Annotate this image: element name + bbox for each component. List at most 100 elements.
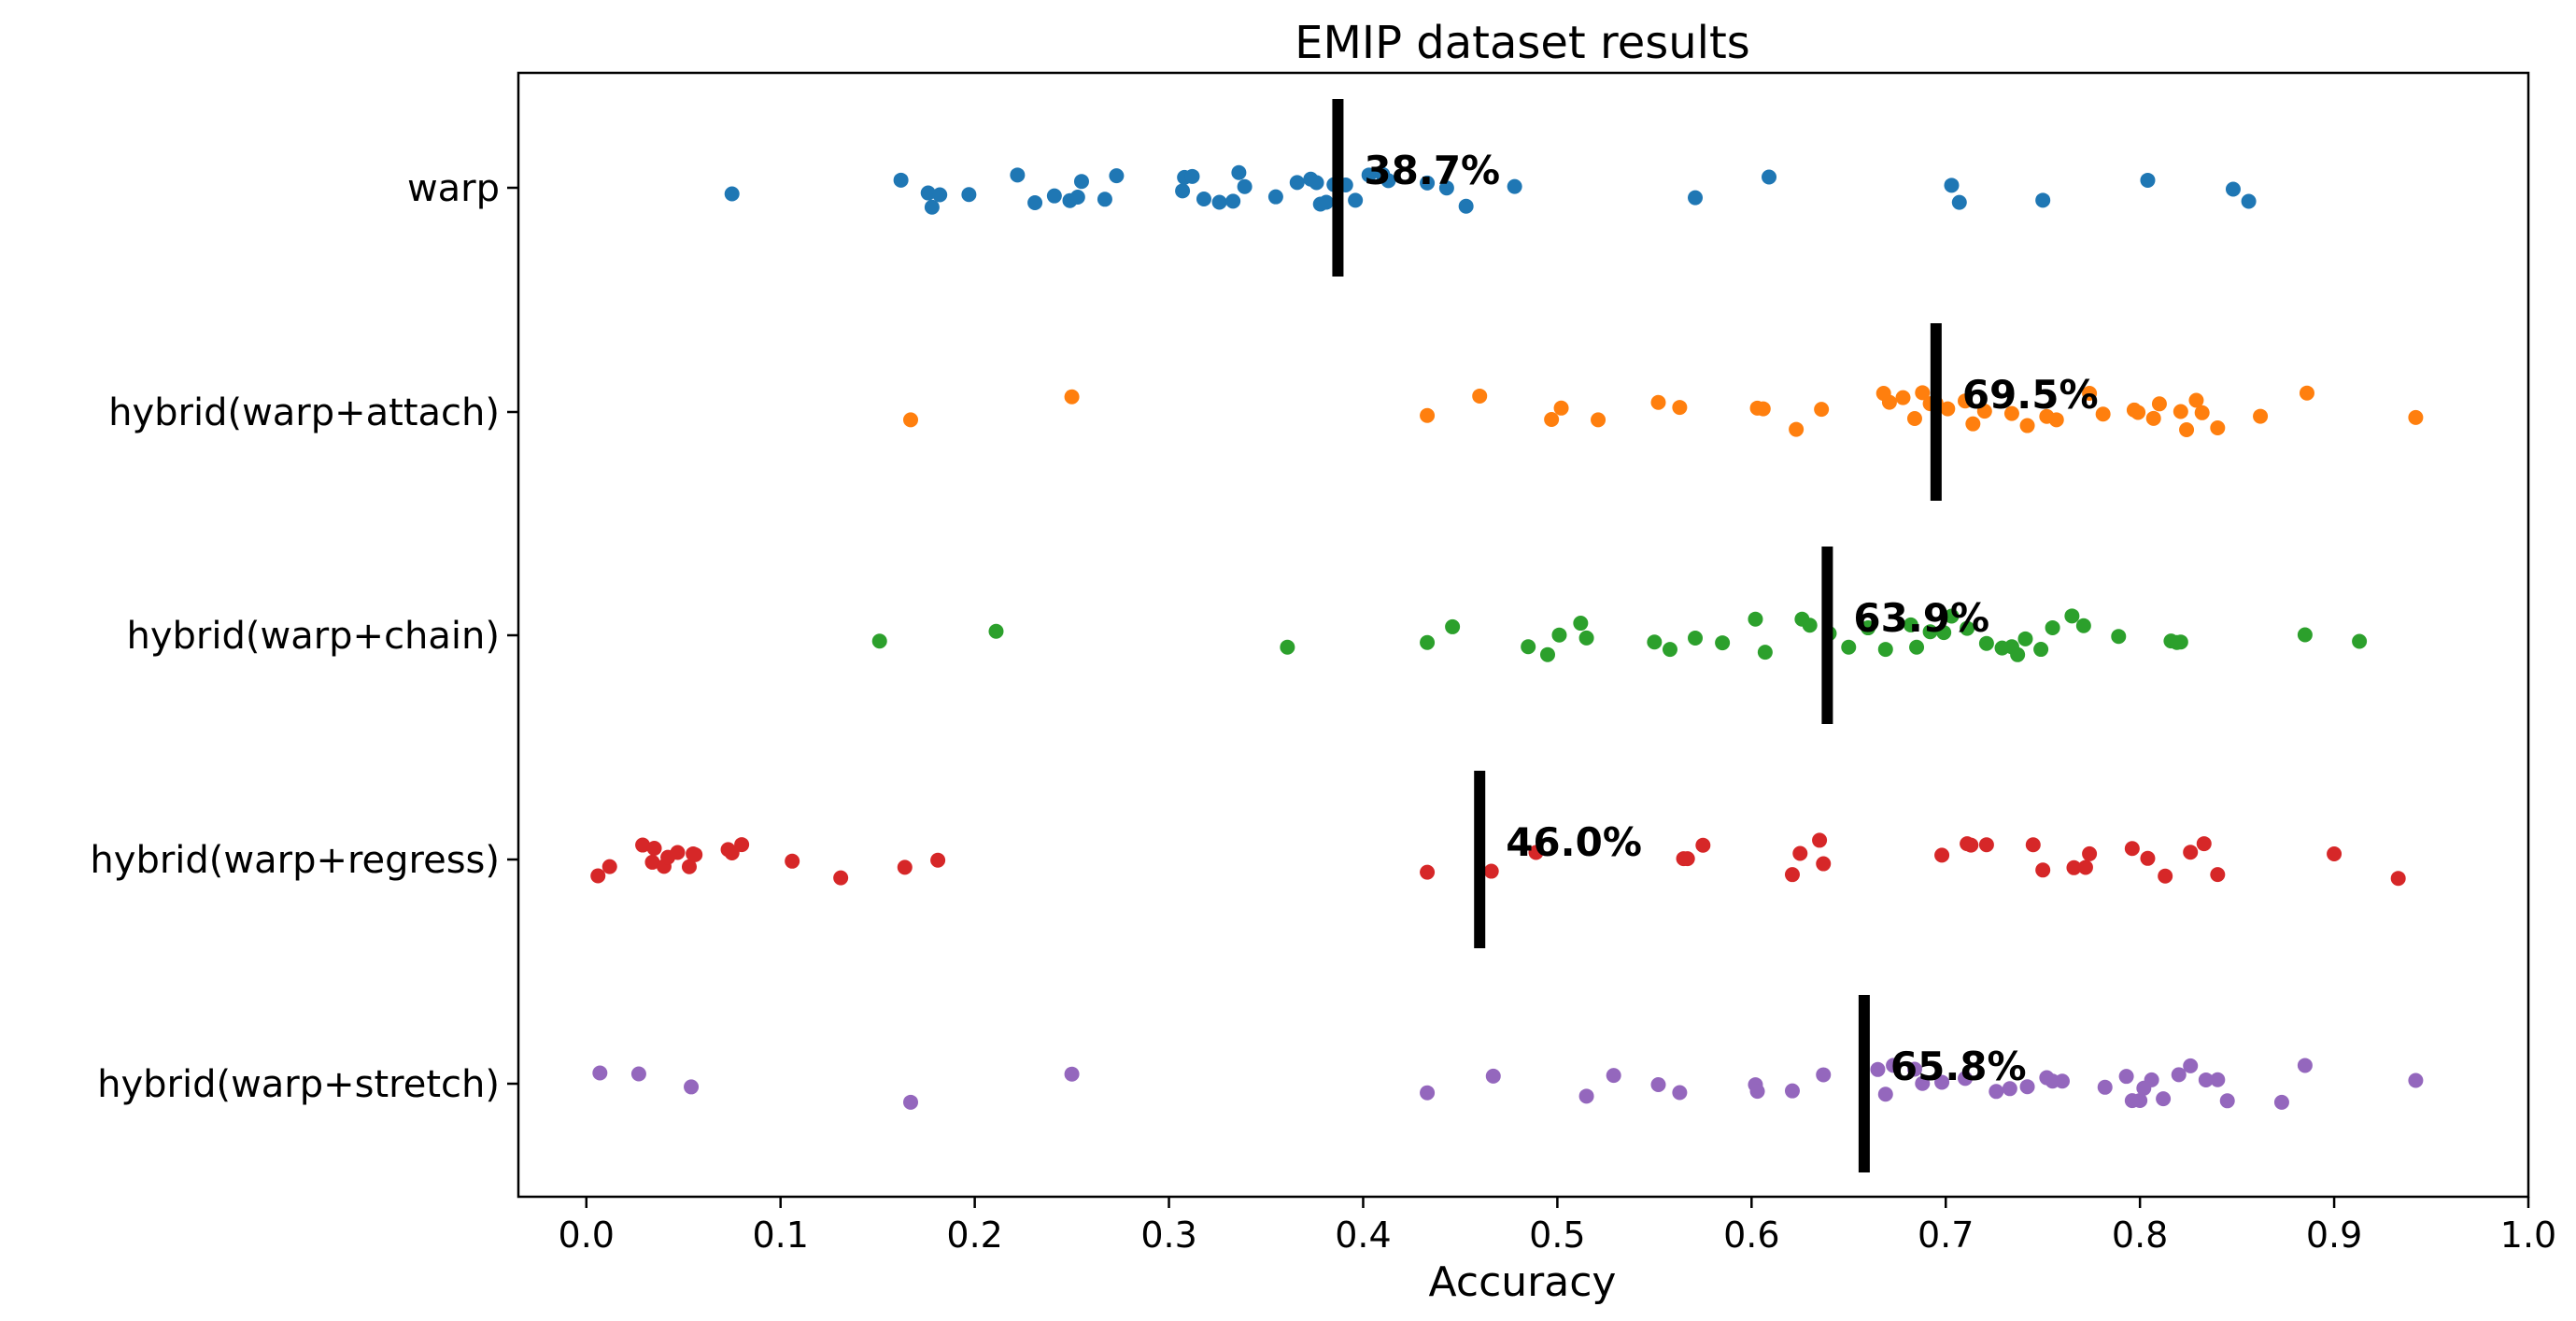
point-0-23 (1289, 175, 1305, 191)
point-0-6 (1010, 167, 1026, 183)
point-3-34 (2066, 859, 2082, 875)
point-3-23 (1695, 837, 1711, 853)
plot-frame (517, 71, 2530, 1199)
point-3-4 (646, 841, 662, 857)
point-0-44 (2225, 181, 2241, 197)
point-1-38 (2210, 419, 2226, 435)
point-2-13 (1715, 635, 1731, 651)
point-1-41 (2408, 409, 2424, 425)
point-3-38 (2140, 850, 2156, 866)
point-2-31 (2010, 646, 2026, 662)
point-1-15 (1895, 390, 1911, 405)
point-4-8 (1606, 1068, 1621, 1084)
point-2-9 (1578, 630, 1594, 646)
point-2-7 (1551, 627, 1567, 643)
point-3-8 (681, 859, 697, 874)
point-4-37 (2198, 1072, 2214, 1087)
point-0-40 (1944, 178, 1960, 193)
point-4-35 (2171, 1067, 2187, 1083)
point-2-6 (1539, 646, 1555, 662)
point-3-39 (2158, 868, 2173, 884)
point-3-7 (670, 845, 686, 860)
point-0-7 (1027, 195, 1043, 211)
point-4-18 (1906, 1061, 1922, 1077)
point-3-18 (1420, 864, 1436, 880)
point-1-36 (2188, 392, 2204, 408)
point-4-5 (1420, 1085, 1436, 1101)
x-tick-label-4: 0.4 (1335, 1214, 1391, 1256)
point-0-36 (1458, 198, 1474, 214)
point-2-11 (1662, 642, 1677, 658)
point-2-10 (1647, 634, 1663, 650)
chart-title: EMIP dataset results (1295, 17, 1750, 69)
point-3-35 (2077, 859, 2093, 875)
point-0-2 (920, 185, 936, 201)
point-2-0 (871, 633, 887, 649)
point-2-42 (2352, 633, 2368, 649)
point-3-32 (2025, 837, 2041, 853)
point-2-35 (2064, 608, 2080, 624)
point-0-16 (1184, 168, 1200, 184)
point-4-3 (903, 1094, 919, 1110)
point-4-27 (2054, 1073, 2070, 1089)
point-3-10 (687, 846, 703, 862)
point-2-1 (988, 623, 1004, 639)
point-0-20 (1231, 164, 1247, 180)
point-0-19 (1225, 193, 1241, 209)
point-0-12 (1097, 192, 1112, 207)
point-0-13 (1109, 168, 1125, 184)
point-1-5 (1553, 400, 1569, 416)
point-2-28 (1978, 635, 1994, 651)
point-3-13 (734, 837, 750, 853)
point-1-25 (2019, 418, 2035, 433)
point-2-32 (2017, 631, 2033, 646)
point-4-0 (592, 1065, 608, 1081)
point-1-0 (903, 412, 919, 428)
point-0-17 (1196, 192, 1211, 207)
point-0-41 (1951, 194, 1967, 210)
point-3-20 (1528, 845, 1544, 860)
point-4-15 (1870, 1061, 1886, 1077)
point-2-8 (1573, 616, 1589, 632)
point-2-21 (1877, 642, 1893, 658)
point-2-41 (2297, 627, 2313, 643)
point-4-10 (1672, 1085, 1688, 1101)
point-1-4 (1544, 411, 1560, 427)
point-2-5 (1521, 639, 1536, 655)
point-4-22 (1989, 1084, 2004, 1100)
point-4-6 (1485, 1068, 1501, 1084)
point-3-27 (1816, 856, 1832, 872)
x-tick-label-1: 0.1 (752, 1214, 808, 1256)
point-3-3 (644, 854, 660, 870)
point-1-2 (1420, 407, 1436, 423)
point-1-21 (1958, 393, 1974, 409)
point-4-28 (2097, 1079, 2113, 1095)
point-2-36 (2075, 618, 2091, 633)
point-0-25 (1309, 175, 1324, 191)
point-4-34 (2156, 1091, 2172, 1107)
category-label-4: hybrid(warp+stretch) (97, 1063, 500, 1106)
point-3-40 (2183, 845, 2199, 860)
point-2-24 (1922, 624, 1938, 640)
point-1-34 (2173, 404, 2188, 419)
point-1-16 (1906, 410, 1922, 426)
point-2-14 (1748, 611, 1763, 627)
point-2-26 (1944, 608, 1960, 624)
x-tick-label-7: 0.7 (1918, 1214, 1974, 1256)
point-2-40 (2173, 634, 2188, 650)
point-3-16 (897, 859, 913, 875)
point-4-7 (1578, 1088, 1594, 1104)
point-1-37 (2194, 405, 2210, 420)
x-tick-label-2: 0.2 (946, 1214, 1002, 1256)
point-0-3 (924, 199, 940, 215)
point-4-33 (2144, 1072, 2159, 1087)
point-4-39 (2219, 1093, 2235, 1109)
point-2-20 (1861, 620, 1876, 636)
point-0-37 (1507, 178, 1522, 194)
point-0-39 (1762, 169, 1777, 185)
point-1-11 (1789, 421, 1805, 437)
point-0-31 (1361, 167, 1377, 183)
point-3-31 (1978, 837, 1994, 853)
point-0-33 (1380, 173, 1396, 189)
